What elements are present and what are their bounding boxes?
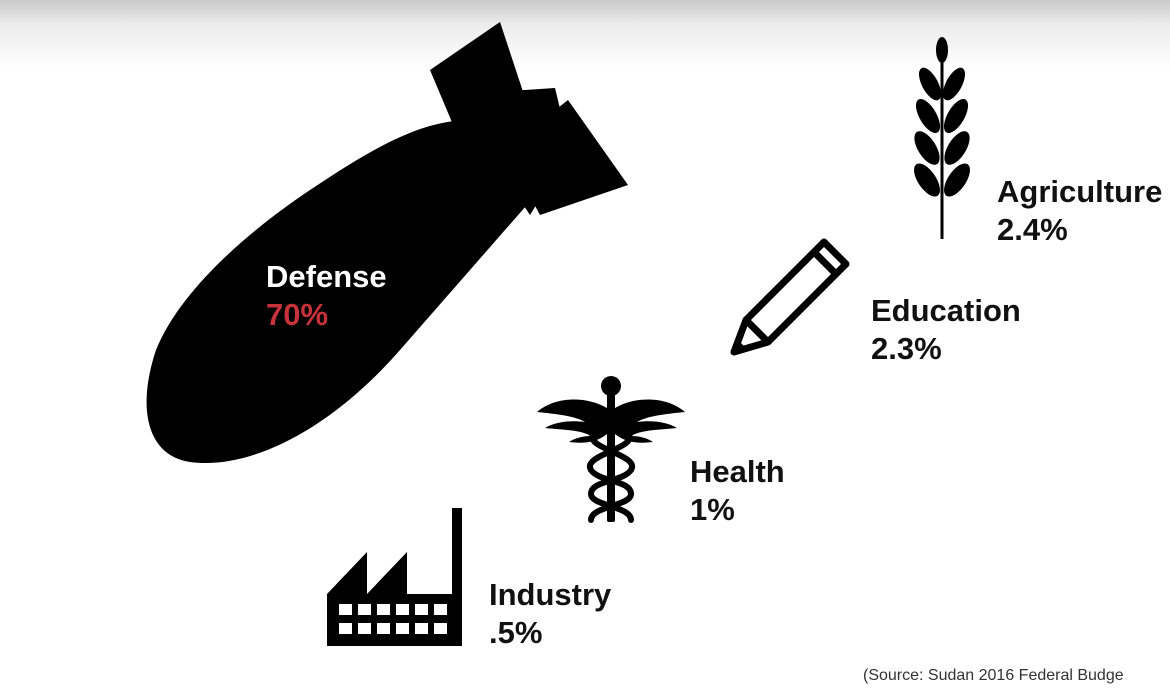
health-label: Health 1% <box>690 453 785 529</box>
wheat-icon <box>914 37 970 239</box>
education-value: 2.3% <box>871 331 942 366</box>
health-value: 1% <box>690 492 735 527</box>
agriculture-label: Agriculture 2.4% <box>997 173 1162 249</box>
defense-name: Defense <box>266 259 387 294</box>
defense-value: 70% <box>266 297 329 332</box>
education-label: Education 2.3% <box>871 292 1021 368</box>
agriculture-name: Agriculture <box>997 174 1163 209</box>
factory-icon <box>327 508 462 646</box>
agriculture-value: 2.4% <box>997 212 1068 247</box>
industry-value: .5% <box>489 615 543 650</box>
industry-name: Industry <box>489 577 612 612</box>
top-shadow <box>0 0 1170 70</box>
health-name: Health <box>690 454 785 489</box>
defense-label: Defense 70% <box>266 258 387 334</box>
bomb-icon <box>146 22 628 464</box>
education-name: Education <box>871 293 1021 328</box>
industry-label: Industry .5% <box>489 576 611 652</box>
pencil-icon <box>730 238 850 356</box>
source-caption: (Source: Sudan 2016 Federal Budge <box>863 667 1124 684</box>
caduceus-icon <box>537 376 685 523</box>
